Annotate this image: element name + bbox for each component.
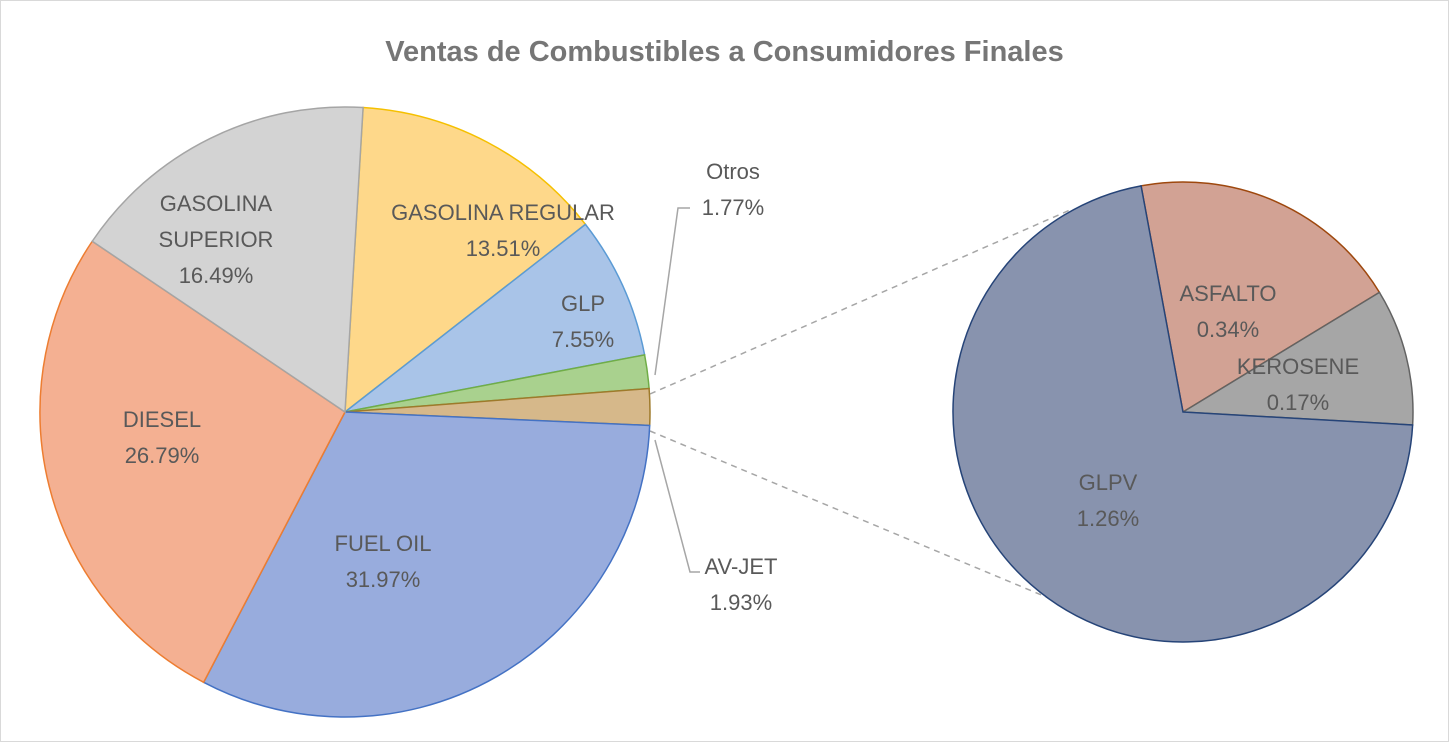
pie-slice	[344, 223, 646, 413]
category-label: GASOLINA SUPERIOR	[158, 191, 274, 252]
leader-line	[654, 207, 690, 376]
pie-slice	[344, 106, 587, 414]
category-label: AV-JET	[704, 554, 778, 579]
category-label: ASFALTO	[1179, 281, 1277, 306]
data-label: GASOLINA SUPERIOR 16.49%	[141, 186, 291, 294]
pie-slice	[952, 184, 1414, 643]
data-label: GLPV 1.26%	[1048, 465, 1168, 537]
data-label: KEROSENE 0.17%	[1223, 349, 1373, 421]
pie-slice	[202, 411, 651, 718]
category-label: GLPV	[1078, 470, 1138, 495]
pie-slice	[91, 106, 364, 414]
value-label: 31.97%	[345, 567, 421, 592]
value-label: 1.93%	[709, 590, 773, 615]
value-label: 1.26%	[1076, 506, 1140, 531]
category-label: FUEL OIL	[334, 531, 432, 556]
pie-slice	[1180, 291, 1414, 426]
value-label: 7.55%	[551, 327, 615, 352]
data-label: DIESEL 26.79%	[92, 402, 232, 474]
chart-title: Ventas de Combustibles a Consumidores Fi…	[385, 36, 1064, 68]
value-label: 0.17%	[1266, 390, 1330, 415]
data-label: FUEL OIL 31.97%	[313, 526, 453, 598]
connector	[649, 430, 1071, 608]
data-label: Otros 1.77%	[683, 154, 783, 226]
value-label: 13.51%	[465, 236, 541, 261]
category-label: GLP	[560, 291, 606, 316]
data-label: ASFALTO 0.34%	[1158, 276, 1298, 348]
category-label: KEROSENE	[1236, 354, 1360, 379]
leader-line	[654, 439, 700, 573]
value-label: 0.34%	[1196, 317, 1260, 342]
data-label: GLP 7.55%	[533, 286, 633, 358]
data-label: AV-JET 1.93%	[691, 549, 791, 621]
value-label: 1.77%	[701, 195, 765, 220]
category-label: Otros	[706, 159, 760, 184]
pie-slice	[1140, 181, 1381, 414]
data-label: GASOLINA REGULAR 13.51%	[373, 195, 633, 267]
category-label: DIESEL	[122, 407, 202, 432]
value-label: 16.49%	[178, 263, 254, 288]
category-label: GASOLINA REGULAR	[391, 200, 615, 225]
pie-slice	[39, 240, 346, 684]
value-label: 26.79%	[124, 443, 200, 468]
